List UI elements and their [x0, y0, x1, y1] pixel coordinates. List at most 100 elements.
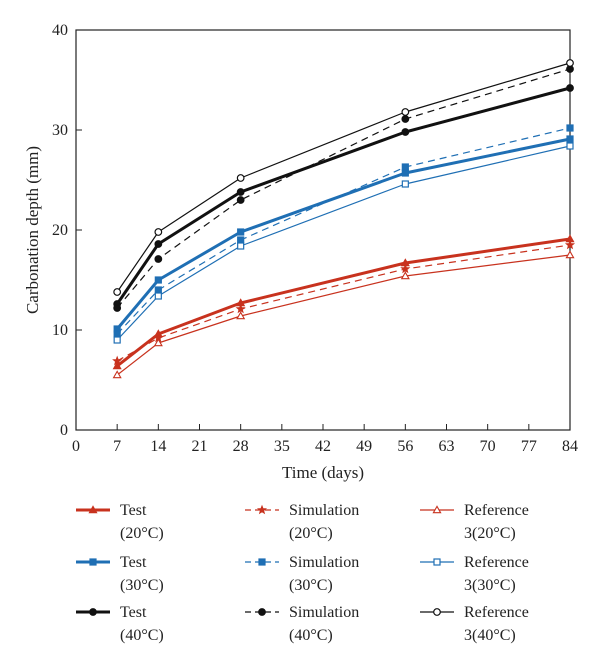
- data-point: [112, 370, 122, 379]
- legend-swatch-marker: [258, 608, 266, 616]
- legend-label-line: Simulation: [289, 502, 359, 519]
- y-tick-label: 0: [60, 422, 68, 439]
- legend: Test (20°C) Simulation (20°C) Reference 3(20°…: [76, 502, 529, 644]
- legend-label-line: Test: [120, 554, 147, 571]
- x-tick-label: 70: [480, 438, 496, 455]
- data-point: [154, 292, 162, 300]
- data-point: [400, 271, 410, 280]
- data-point: [113, 330, 121, 338]
- legend-swatch-marker: [256, 504, 268, 515]
- legend-label: Test (40°C): [120, 604, 164, 644]
- data-point: [566, 124, 574, 132]
- data-point: [113, 336, 121, 344]
- series-layer: [112, 59, 576, 379]
- x-tick-label: 84: [562, 438, 578, 455]
- series-3: [112, 250, 575, 379]
- legend-label-line: (20°C): [120, 525, 164, 542]
- legend-label-line: Simulation: [289, 604, 359, 621]
- x-tick-label: 35: [274, 438, 290, 455]
- series-4: [113, 135, 574, 333]
- x-tick-label: 63: [439, 438, 455, 455]
- data-point: [401, 128, 410, 136]
- data-point: [566, 59, 574, 67]
- x-tick-label: 14: [150, 438, 166, 455]
- x-tick-label: 28: [233, 438, 249, 455]
- data-point: [401, 108, 410, 116]
- y-tick-label: 40: [52, 22, 68, 39]
- legend-item: Test (30°C): [76, 554, 164, 594]
- legend-item: Simulation (30°C): [245, 554, 359, 594]
- data-point: [153, 338, 163, 347]
- data-point: [564, 239, 576, 250]
- data-point: [401, 180, 409, 188]
- legend-label: Reference 3(20°C): [464, 502, 529, 542]
- data-point: [154, 286, 162, 294]
- data-point: [400, 263, 411, 274]
- legend-label-line: Reference: [464, 502, 529, 519]
- x-axis-title: Time (days): [282, 463, 364, 482]
- legend-label-line: (40°C): [120, 627, 164, 644]
- legend-swatch-marker: [89, 608, 97, 616]
- data-point: [113, 288, 122, 296]
- series-line: [116, 237, 571, 368]
- y-tick-label: 20: [52, 222, 68, 239]
- x-tick-label: 7: [113, 438, 121, 455]
- legend-swatch-marker: [433, 558, 441, 566]
- series-line: [116, 68, 571, 309]
- legend-label-line: 3(30°C): [464, 577, 516, 594]
- plot-frame: [75, 29, 571, 431]
- data-point: [154, 240, 163, 248]
- data-point: [112, 361, 122, 370]
- legend-label: Simulation (40°C): [289, 604, 359, 644]
- series-line: [116, 62, 571, 293]
- data-point: [566, 142, 574, 150]
- data-point: [237, 242, 245, 250]
- data-point: [401, 169, 409, 177]
- series-1: [112, 234, 575, 370]
- series-line: [116, 137, 571, 330]
- legend-label-line: Reference: [464, 554, 529, 571]
- legend-label: Test (30°C): [120, 554, 164, 594]
- data-point: [235, 303, 246, 314]
- data-point: [113, 304, 122, 312]
- legend-item: Test (20°C): [76, 502, 164, 542]
- legend-item: Reference 3(20°C): [420, 502, 529, 542]
- legend-swatch-marker: [433, 608, 441, 616]
- legend-label: Simulation (30°C): [289, 554, 359, 594]
- x-tick-label: 0: [72, 438, 80, 455]
- legend-item: Reference 3(30°C): [420, 554, 529, 594]
- legend-label: Test (20°C): [120, 502, 164, 542]
- legend-label-line: Reference: [464, 604, 529, 621]
- legend-label: Simulation (20°C): [289, 502, 359, 542]
- legend-label-line: Test: [120, 604, 147, 621]
- y-axis: 0 10 20 30 40: [52, 22, 82, 439]
- data-point: [237, 228, 245, 236]
- data-point: [236, 311, 246, 320]
- legend-item: Simulation (20°C): [245, 502, 359, 542]
- x-tick-label: 49: [356, 438, 372, 455]
- data-point: [236, 196, 245, 204]
- legend-swatch-marker: [258, 558, 266, 566]
- data-point: [566, 84, 574, 92]
- series-9: [113, 59, 574, 296]
- plot-border: [75, 29, 571, 431]
- series-2: [112, 239, 576, 366]
- legend-label: Reference 3(40°C): [464, 604, 529, 644]
- legend-item: Test (40°C): [76, 604, 164, 644]
- series-line: [116, 127, 571, 335]
- y-tick-label: 30: [52, 122, 68, 139]
- x-tick-label: 56: [397, 438, 413, 455]
- legend-label-line: (30°C): [120, 577, 164, 594]
- data-point: [112, 355, 123, 366]
- legend-item: Simulation (40°C): [245, 604, 359, 644]
- x-axis: 0 7 14 21 28 35 42 49 56 63 70 77 84: [72, 424, 578, 455]
- y-axis-title: Carbonation depth (mm): [23, 146, 42, 314]
- legend-label-line: 3(20°C): [464, 525, 516, 542]
- legend-label-line: Test: [120, 502, 147, 519]
- data-point: [401, 163, 409, 171]
- data-point: [236, 174, 245, 182]
- y-tick-label: 10: [52, 322, 68, 339]
- x-tick-label: 21: [192, 438, 208, 455]
- data-point: [154, 255, 163, 263]
